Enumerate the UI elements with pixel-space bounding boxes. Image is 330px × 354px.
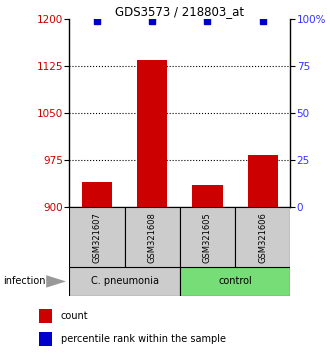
- Bar: [82, 182, 112, 207]
- Text: GSM321606: GSM321606: [258, 212, 267, 263]
- Text: count: count: [61, 311, 88, 321]
- Bar: [137, 60, 167, 207]
- Bar: [235, 207, 290, 267]
- Bar: [69, 267, 180, 296]
- Bar: [39, 309, 52, 323]
- Bar: [180, 207, 235, 267]
- Text: GSM321608: GSM321608: [148, 212, 157, 263]
- Text: GSM321605: GSM321605: [203, 212, 212, 263]
- Bar: [69, 207, 125, 267]
- Bar: [39, 332, 52, 346]
- Text: control: control: [218, 276, 252, 286]
- Text: GSM321607: GSM321607: [92, 212, 101, 263]
- Bar: [124, 207, 180, 267]
- Bar: [192, 185, 223, 207]
- Text: infection: infection: [3, 276, 46, 286]
- Bar: [180, 267, 290, 296]
- Bar: [248, 155, 278, 207]
- Text: C. pneumonia: C. pneumonia: [90, 276, 159, 286]
- Polygon shape: [46, 275, 66, 287]
- Text: percentile rank within the sample: percentile rank within the sample: [61, 334, 226, 344]
- Title: GDS3573 / 218803_at: GDS3573 / 218803_at: [115, 5, 245, 18]
